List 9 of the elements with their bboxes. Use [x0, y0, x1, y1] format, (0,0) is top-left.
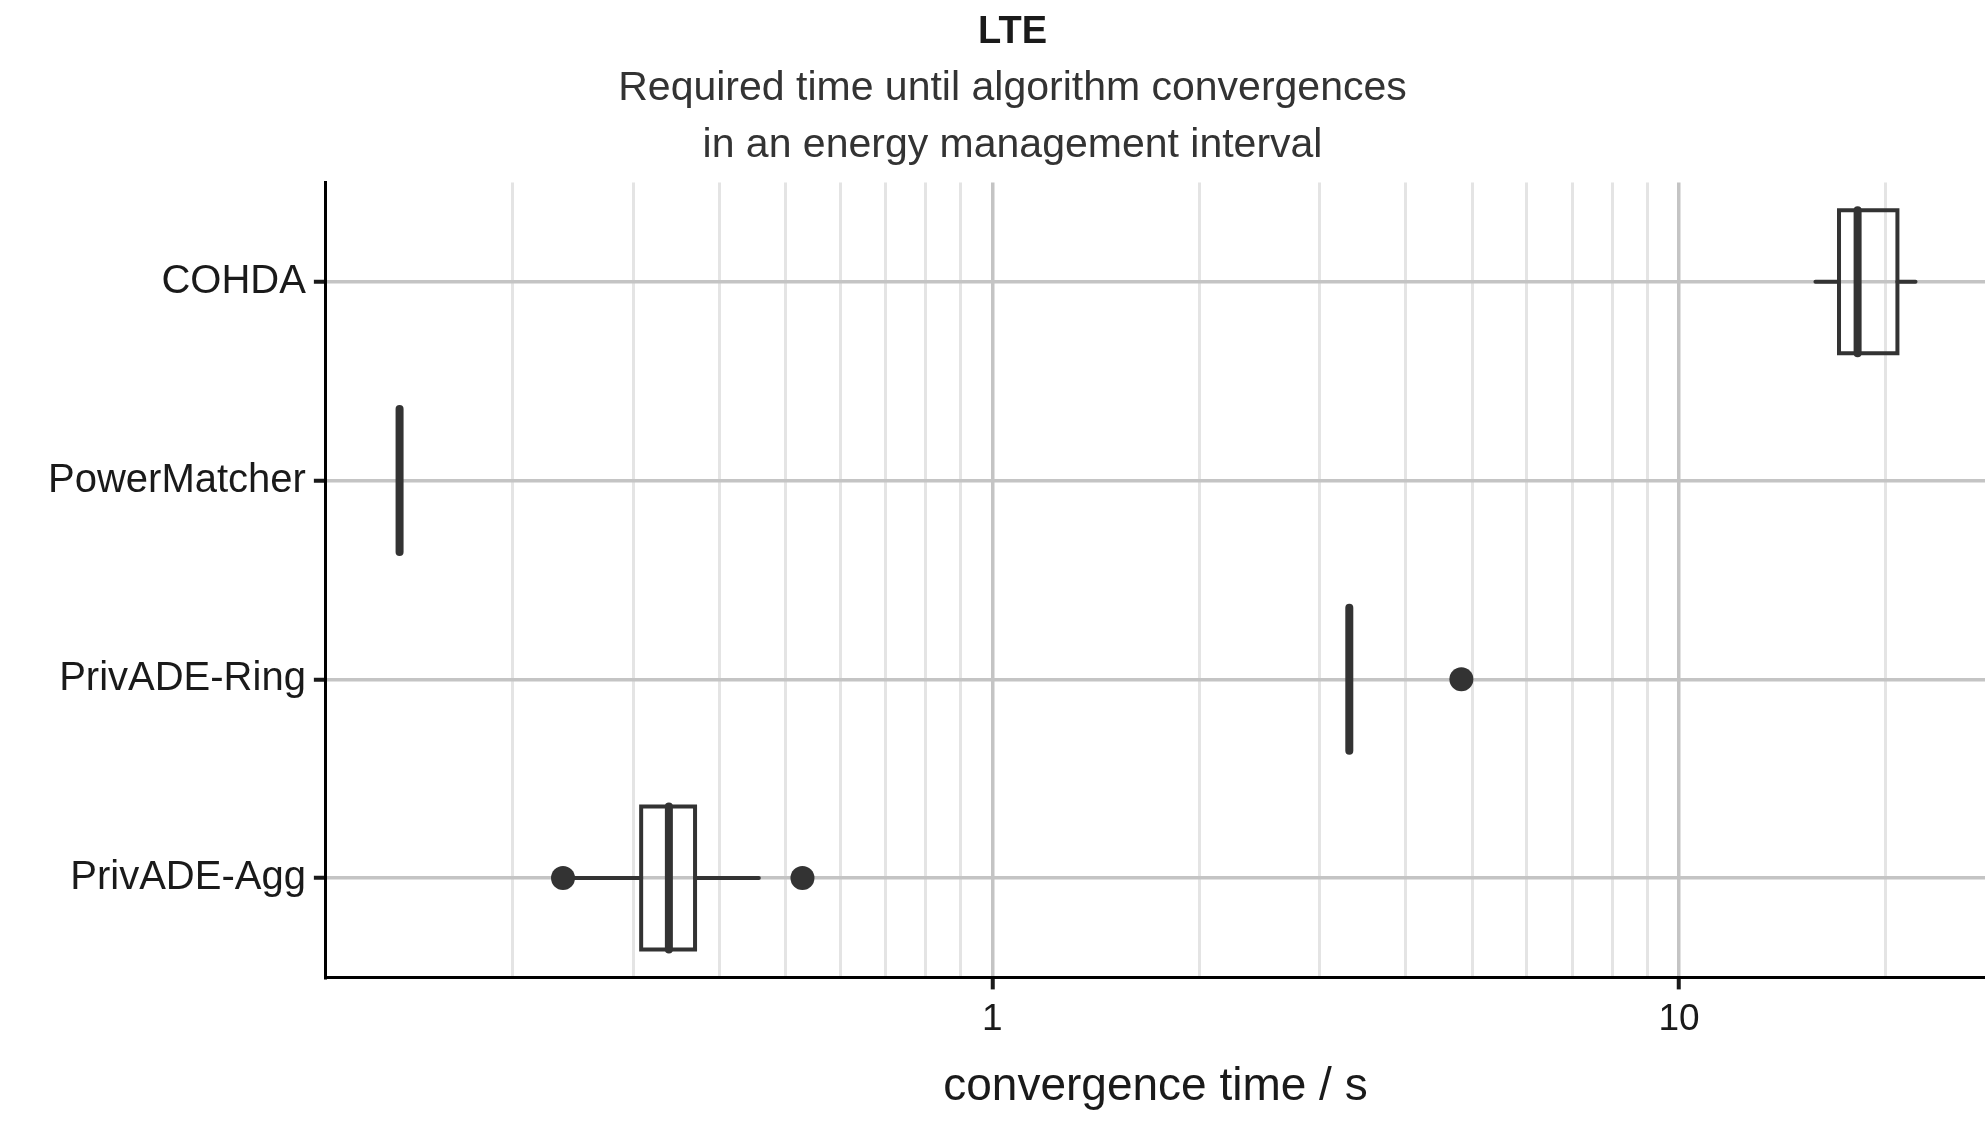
chart-title: LTE: [978, 9, 1047, 52]
x-axis-title: convergence time / s: [943, 1058, 1368, 1111]
x-tick-label: 10: [1658, 996, 1700, 1038]
x-tick-label: 1: [982, 996, 1003, 1038]
y-tick-label: PrivADE-Agg: [70, 853, 306, 898]
y-tick-label: COHDA: [161, 256, 307, 301]
y-tick-label: PowerMatcher: [48, 455, 306, 500]
y-tick-label: PrivADE-Ring: [59, 654, 306, 699]
chart-subtitle: Required time until algorithm convergences in an energy management interval: [618, 62, 1407, 167]
